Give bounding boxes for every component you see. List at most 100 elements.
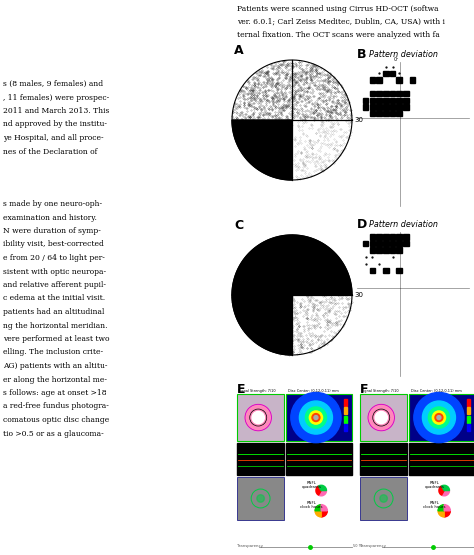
Text: nes of the Declaration of: nes of the Declaration of <box>3 148 97 155</box>
Wedge shape <box>316 486 321 495</box>
Text: 2011 and March 2013. This: 2011 and March 2013. This <box>3 107 109 115</box>
Bar <box>370 77 375 83</box>
Bar <box>467 407 470 414</box>
Bar <box>390 104 395 110</box>
Bar <box>237 477 284 521</box>
Bar <box>403 234 409 240</box>
Circle shape <box>312 413 320 421</box>
Bar <box>467 424 470 431</box>
Bar <box>363 104 368 110</box>
Text: ibility visit, best-corrected: ibility visit, best-corrected <box>3 240 104 249</box>
Bar <box>344 424 347 431</box>
Bar <box>363 241 368 246</box>
Circle shape <box>414 392 464 443</box>
Bar <box>370 268 375 273</box>
Bar <box>286 443 352 475</box>
Circle shape <box>314 416 318 420</box>
Bar <box>390 248 395 253</box>
Bar <box>390 70 395 76</box>
Text: vere performed at least two: vere performed at least two <box>3 335 109 343</box>
Bar <box>409 394 474 441</box>
Text: s follows: age at onset >18: s follows: age at onset >18 <box>3 389 107 397</box>
Wedge shape <box>442 491 449 496</box>
Circle shape <box>305 407 327 428</box>
Bar <box>396 77 402 83</box>
Text: 30: 30 <box>354 117 363 123</box>
Bar <box>376 98 382 103</box>
Bar <box>370 234 375 240</box>
Bar <box>390 234 395 240</box>
Circle shape <box>380 495 387 502</box>
Text: ver. 6.0.1; Carl Zeiss Meditec, Dublin, CA, USA) with i: ver. 6.0.1; Carl Zeiss Meditec, Dublin, … <box>237 18 445 26</box>
Bar <box>370 111 375 117</box>
Circle shape <box>368 405 394 431</box>
Bar <box>383 98 389 103</box>
Text: RNFL
quadrants: RNFL quadrants <box>301 481 321 489</box>
Bar <box>403 104 409 110</box>
Text: ternal fixation. The OCT scans were analyzed with fa: ternal fixation. The OCT scans were anal… <box>237 31 440 39</box>
Circle shape <box>310 411 322 424</box>
Bar <box>396 234 402 240</box>
Bar <box>376 111 382 117</box>
Bar <box>396 104 402 110</box>
Text: Pattern deviation: Pattern deviation <box>369 50 438 59</box>
Bar <box>376 104 382 110</box>
Circle shape <box>245 405 272 431</box>
Bar <box>376 234 382 240</box>
Wedge shape <box>321 511 328 517</box>
Bar <box>383 104 389 110</box>
Bar <box>344 416 347 423</box>
Wedge shape <box>319 491 327 496</box>
Bar <box>370 98 375 103</box>
Bar <box>237 394 284 441</box>
Text: ng the horizontal meridian.: ng the horizontal meridian. <box>3 321 108 330</box>
Polygon shape <box>232 235 352 355</box>
Circle shape <box>437 416 441 420</box>
Bar <box>390 111 395 117</box>
Bar <box>396 91 402 97</box>
Text: A: A <box>234 44 244 57</box>
Polygon shape <box>232 235 352 295</box>
Bar <box>363 98 368 103</box>
Text: er along the horizontal me-: er along the horizontal me- <box>3 376 107 384</box>
Bar <box>360 443 407 475</box>
Bar <box>376 248 382 253</box>
Text: Pattern deviation: Pattern deviation <box>369 220 438 229</box>
Bar <box>360 394 407 441</box>
Circle shape <box>291 392 341 443</box>
Circle shape <box>252 411 264 423</box>
Polygon shape <box>232 60 352 180</box>
Bar <box>344 398 347 406</box>
Text: s made by one neuro-oph-: s made by one neuro-oph- <box>3 200 102 208</box>
Text: 50 %: 50 % <box>353 544 362 548</box>
Bar <box>286 394 352 441</box>
Text: RNFL
clock hours: RNFL clock hours <box>300 501 322 509</box>
Text: Patients were scanned using Cirrus HD-OCT (softwa: Patients were scanned using Cirrus HD-OC… <box>237 5 438 13</box>
Bar <box>370 248 375 253</box>
Bar <box>396 268 402 273</box>
Bar <box>383 111 389 117</box>
Bar <box>390 98 395 103</box>
Bar <box>410 77 415 83</box>
Text: s (8 males, 9 females) and: s (8 males, 9 females) and <box>3 80 103 88</box>
Text: D: D <box>357 218 367 231</box>
Text: B: B <box>357 48 366 61</box>
Text: tio >0.5 or as a glaucoma-: tio >0.5 or as a glaucoma- <box>3 430 104 437</box>
Wedge shape <box>444 511 450 517</box>
Wedge shape <box>315 511 321 517</box>
Bar <box>396 241 402 246</box>
Text: nd approved by the institu-: nd approved by the institu- <box>3 120 107 129</box>
Bar <box>396 248 402 253</box>
Text: comatous optic disc change: comatous optic disc change <box>3 416 109 424</box>
Text: sistent with optic neuropa-: sistent with optic neuropa- <box>3 268 106 275</box>
Wedge shape <box>438 504 444 511</box>
Bar <box>383 248 389 253</box>
Text: E: E <box>237 383 246 396</box>
Bar <box>344 407 347 414</box>
Bar <box>409 443 474 475</box>
Bar <box>376 77 382 83</box>
Wedge shape <box>444 504 450 511</box>
Text: 30: 30 <box>354 292 363 298</box>
Text: RNFL
quadrants: RNFL quadrants <box>424 481 444 489</box>
Bar <box>370 104 375 110</box>
